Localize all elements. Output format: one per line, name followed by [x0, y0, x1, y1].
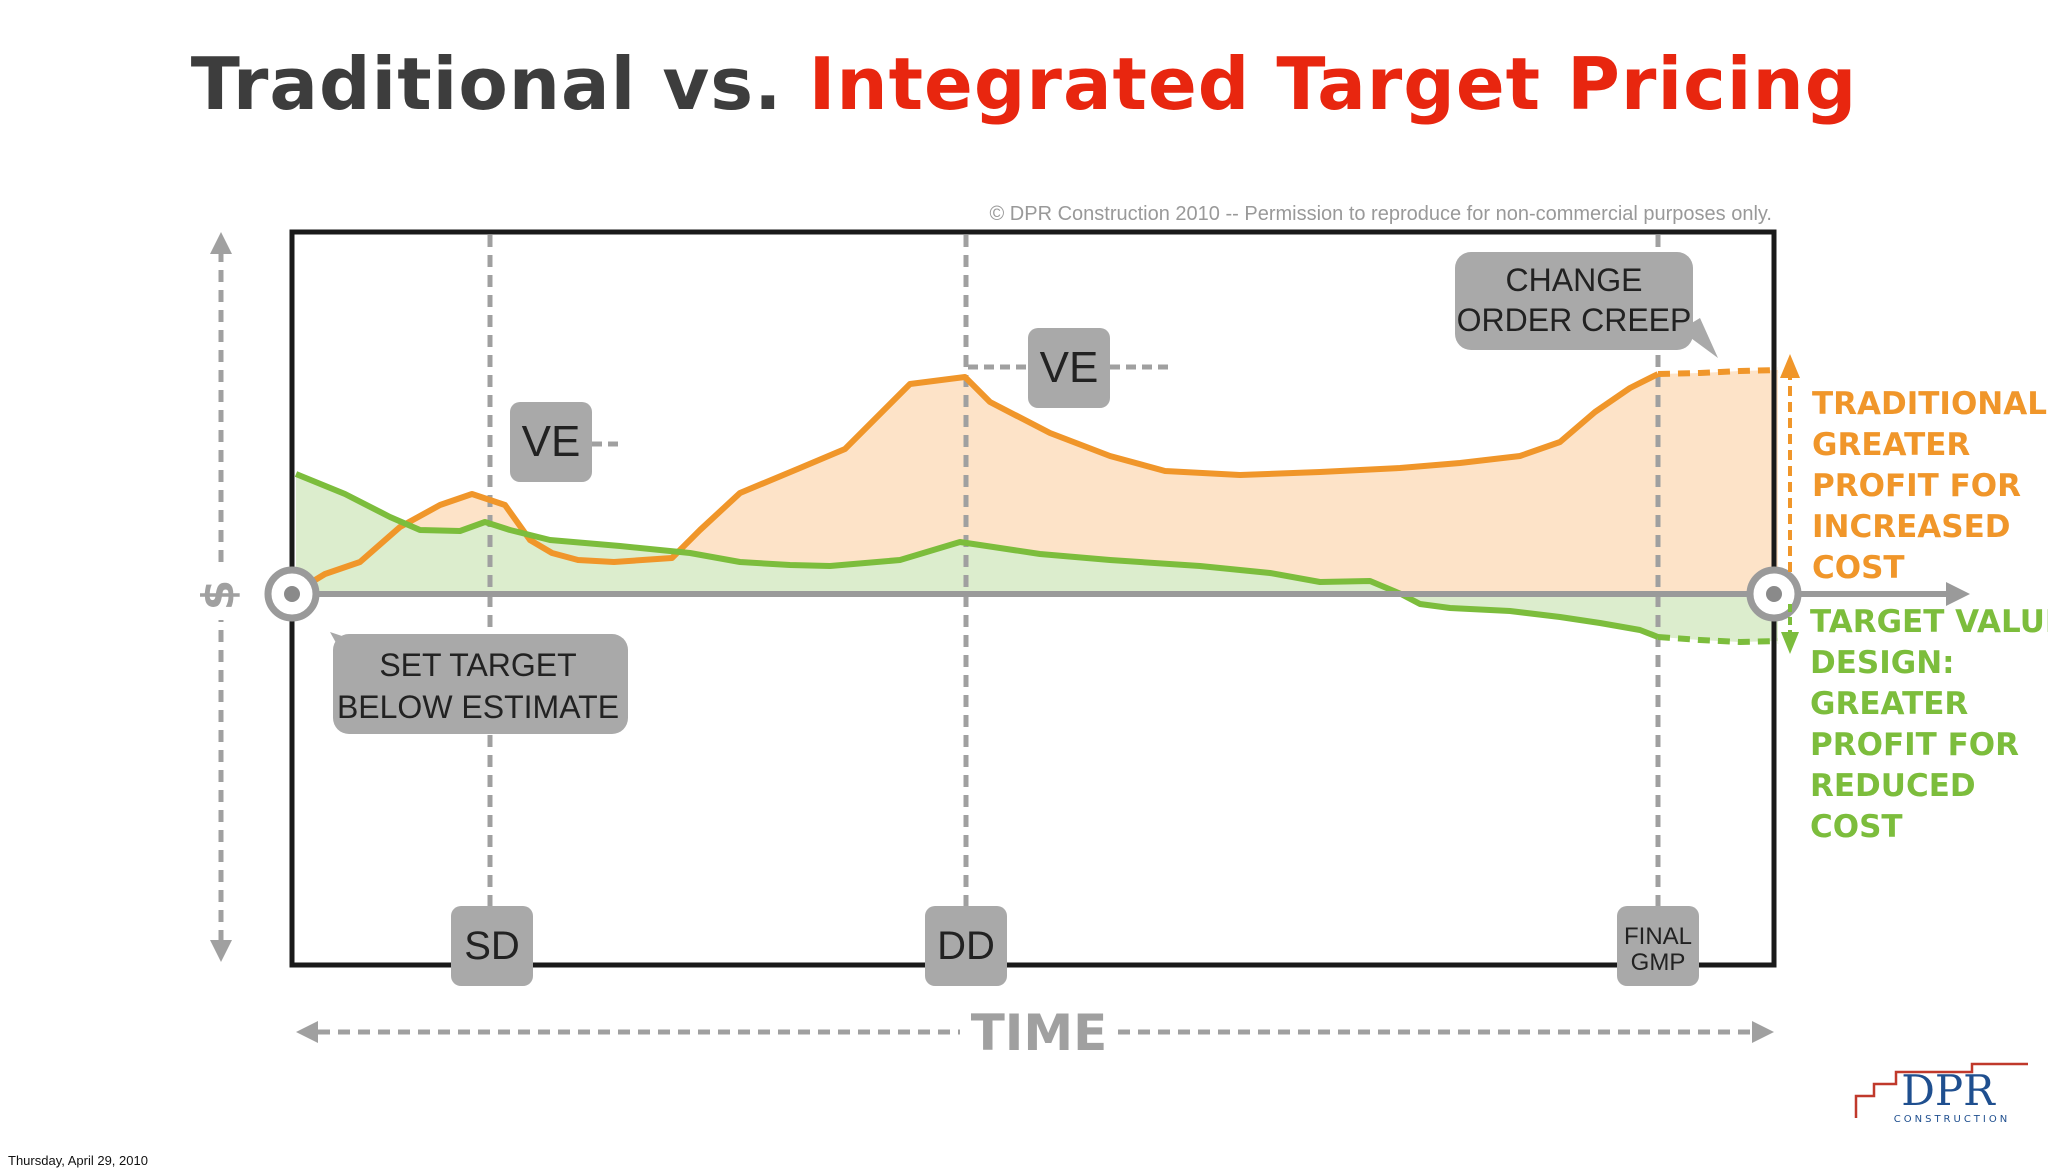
milestone-sd-label: SD	[464, 924, 520, 968]
ve2-callout: VE	[1028, 328, 1110, 408]
target-value-area-above	[296, 474, 1401, 594]
target-value-legend: TARGET VALUE DESIGN: GREATER PROFIT FOR …	[1810, 604, 2048, 845]
target-value-arrowhead	[1781, 632, 1799, 654]
dollar-axis-label: $	[193, 580, 244, 611]
footer-date: Thursday, April 29, 2010	[8, 1153, 148, 1168]
change-order-callout: CHANGE ORDER CREEP	[1455, 252, 1718, 358]
logo-skyline-icon	[1854, 1062, 2028, 1118]
milestone-sd: SD	[451, 906, 533, 986]
logo-subtext: CONSTRUCTION	[1894, 1114, 2010, 1125]
traditional-legend-line: GREATER	[1812, 427, 1970, 463]
milestone-final-line1: FINAL	[1624, 923, 1692, 950]
target-value-legend-line: GREATER	[1810, 686, 1968, 722]
time-axis-label: TIME	[971, 1004, 1108, 1062]
baseline-arrowhead	[1946, 582, 1970, 606]
target-value-legend-line: REDUCED	[1810, 768, 1976, 804]
copyright-notice: © DPR Construction 2010 -- Permission to…	[990, 203, 1772, 225]
dpr-logo: DPR CONSTRUCTION	[1854, 1062, 2028, 1125]
milestone-dd: DD	[925, 906, 1007, 986]
traditional-area	[292, 370, 1778, 594]
set-target-callout: SET TARGET BELOW ESTIMATE	[330, 632, 628, 734]
target-value-legend-line: COST	[1810, 809, 1903, 845]
ve2-label: VE	[1040, 343, 1099, 392]
milestone-final-line2: GMP	[1631, 949, 1686, 976]
traditional-legend: TRADITIONAL: GREATER PROFIT FOR INCREASE…	[1812, 386, 2048, 586]
end-point-marker	[1746, 566, 1802, 622]
milestone-dd-label: DD	[937, 924, 995, 968]
milestone-final-gmp: FINAL GMP	[1617, 906, 1699, 986]
ve1-label: VE	[522, 417, 581, 466]
title-traditional: Traditional vs.	[190, 42, 783, 126]
logo-wordmark: DPR	[1901, 1066, 1996, 1115]
traditional-cost-curve	[290, 371, 1660, 597]
change-order-line2: ORDER CREEP	[1457, 302, 1692, 338]
traditional-legend-line: INCREASED	[1812, 509, 2011, 545]
target-value-legend-line: TARGET VALUE	[1810, 604, 2048, 640]
start-point-marker	[264, 566, 320, 622]
cost-axis-arrow-down	[210, 940, 232, 962]
target-value-legend-line: DESIGN:	[1810, 645, 1955, 681]
traditional-cost-projection	[1657, 367, 1779, 377]
target-value-cost-curve	[294, 471, 1660, 640]
title-integrated: Integrated Target Pricing	[808, 42, 1858, 126]
time-axis-arrow-left	[296, 1021, 318, 1043]
traditional-arrowhead	[1780, 354, 1800, 378]
traditional-legend-line: PROFIT FOR	[1812, 468, 2021, 504]
cost-axis-arrow-up	[210, 232, 232, 254]
target-value-area-below	[1401, 594, 1778, 642]
page-title: Traditional vs. Integrated Target Pricin…	[0, 42, 2048, 126]
set-target-line1: SET TARGET	[379, 647, 576, 683]
ve1-callout: VE	[510, 402, 592, 482]
traditional-legend-line: TRADITIONAL:	[1812, 386, 2048, 422]
change-order-line1: CHANGE	[1506, 262, 1643, 298]
traditional-legend-line: COST	[1812, 550, 1905, 586]
target-value-legend-line: PROFIT FOR	[1810, 727, 2019, 763]
target-value-cost-projection	[1657, 634, 1779, 646]
time-axis-arrow-right	[1752, 1021, 1774, 1043]
set-target-line2: BELOW ESTIMATE	[337, 689, 619, 725]
